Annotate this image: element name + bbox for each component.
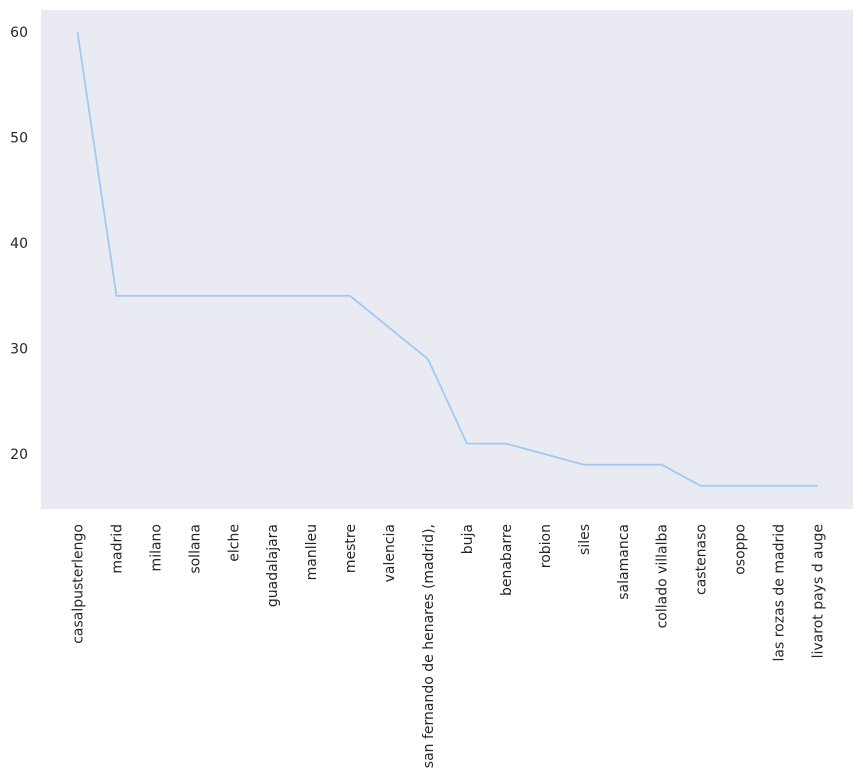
series-line [76, 32, 818, 487]
x-tick-label: valencia [382, 524, 398, 582]
x-tick-label: robion [538, 524, 554, 568]
x-tick-label: guadalajara [265, 524, 281, 607]
x-tick-label: collado villalba [655, 524, 671, 628]
x-tick-label: benabarre [499, 524, 515, 596]
x-tick-label: elche [226, 524, 242, 562]
plot-area [41, 10, 853, 509]
y-tick-label: 30 [10, 342, 28, 358]
y-tick-label: 60 [10, 25, 28, 41]
x-tick-label: mestre [343, 524, 359, 573]
x-axis: casalpusterlengo madrid milano sollana elche… [71, 524, 827, 768]
x-tick-label: livarot pays d auge [811, 524, 827, 658]
x-tick-label: san fernando de henares (madrid), [421, 524, 437, 768]
x-tick-label: siles [577, 524, 593, 555]
x-tick-label: las rozas de madrid [772, 524, 788, 661]
y-tick-label: 50 [10, 131, 28, 147]
y-axis: 20 30 40 50 60 [10, 25, 28, 463]
x-tick-label: osoppo [733, 524, 749, 575]
x-tick-label: castenaso [694, 524, 710, 595]
x-tick-label: salamanca [616, 524, 632, 600]
x-tick-label: sollana [187, 524, 203, 574]
x-tick-label: manlleu [304, 524, 320, 580]
x-tick-label: buja [460, 524, 476, 554]
x-tick-label: madrid [109, 524, 125, 574]
x-tick-label: casalpusterlengo [71, 524, 87, 644]
y-tick-label: 40 [10, 236, 28, 252]
y-tick-label: 20 [10, 447, 28, 463]
x-tick-label: milano [148, 524, 164, 571]
